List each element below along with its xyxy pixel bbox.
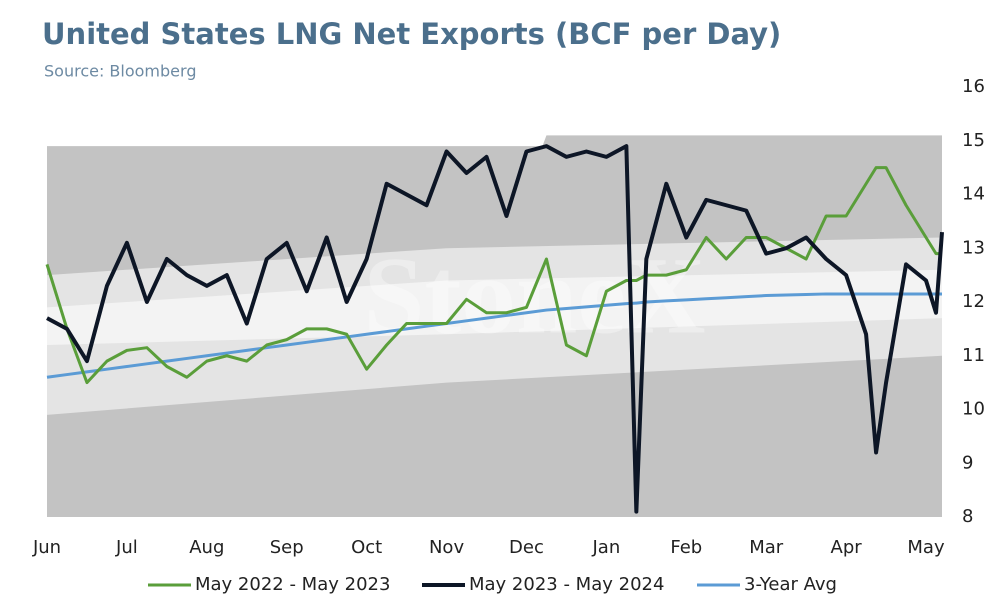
legend-label: May 2022 - May 2023 — [195, 574, 390, 595]
watermark: StoneX — [363, 235, 705, 357]
series-line — [46, 144, 944, 514]
y-tick-label: 16 — [962, 76, 985, 97]
legend-label: 3-Year Avg — [744, 574, 837, 595]
x-tick-label: Nov — [429, 537, 464, 558]
x-tick-label: Jan — [592, 537, 621, 558]
x-tick-label: Dec — [509, 537, 544, 558]
y-tick-label: 8 — [962, 506, 973, 527]
y-tick-label: 10 — [962, 399, 985, 420]
range-band — [47, 269, 942, 345]
x-tick-label: Aug — [189, 537, 224, 558]
y-tick-label: 14 — [962, 184, 985, 205]
x-tick-label: Jun — [32, 537, 61, 558]
x-tick-label: Feb — [670, 537, 702, 558]
y-tick-label: 13 — [962, 237, 985, 258]
x-tick-label: Jul — [115, 537, 138, 558]
chart-title: United States LNG Net Exports (BCF per D… — [42, 17, 781, 51]
y-tick-label: 12 — [962, 291, 985, 312]
series-line — [46, 292, 942, 379]
legend-label: May 2023 - May 2024 — [469, 574, 664, 595]
x-tick-label: May — [907, 537, 945, 558]
x-tick-label: Mar — [749, 537, 784, 558]
chart-subtitle: Source: Bloomberg — [44, 62, 196, 81]
series-line — [45, 166, 942, 385]
x-tick-label: Sep — [270, 537, 304, 558]
legend: May 2022 - May 2023 May 2023 - May 2024 3-… — [148, 574, 837, 595]
y-tick-label: 11 — [962, 345, 985, 366]
y-tick-label: 9 — [962, 452, 973, 473]
x-tick-label: Oct — [351, 537, 382, 558]
x-tick-label: Apr — [831, 537, 863, 558]
plot-area: StoneX 8 9 10 11 12 13 14 15 16 Jun Jul Aug Sep Oct Nov… — [32, 76, 985, 558]
y-tick-label: 15 — [962, 130, 985, 151]
